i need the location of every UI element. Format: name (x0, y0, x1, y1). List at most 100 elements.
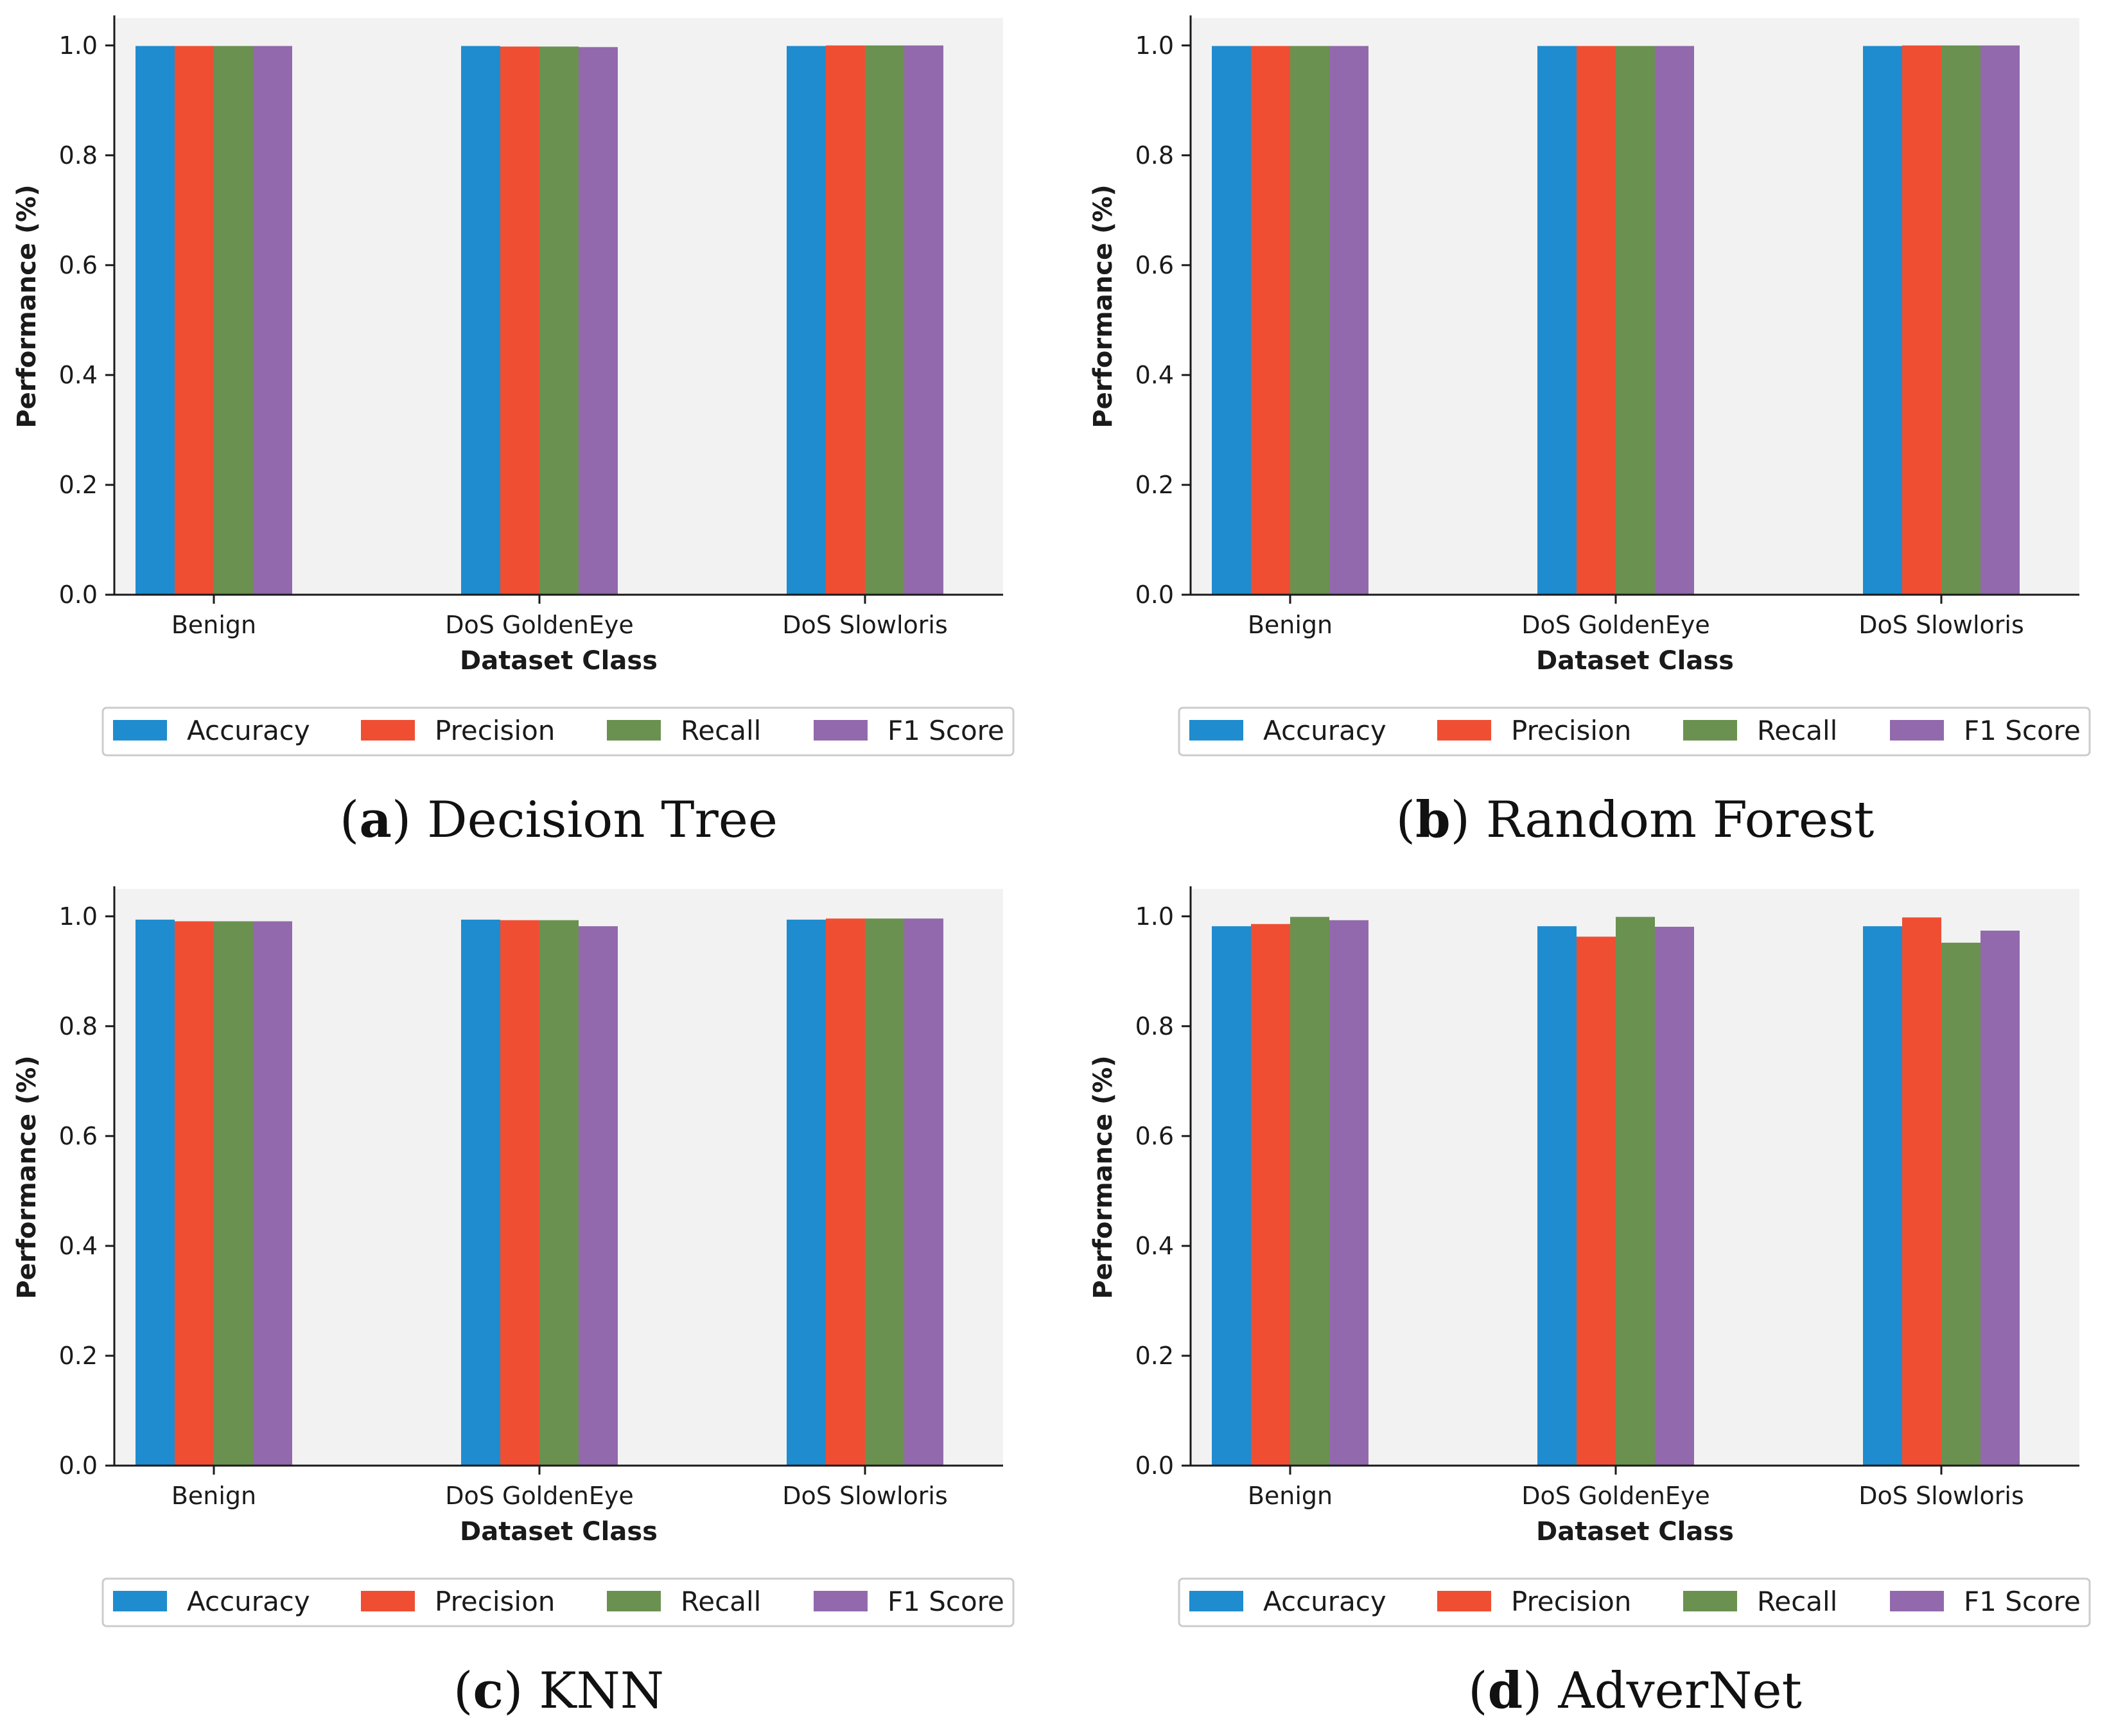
bar-recall-benign (214, 46, 253, 595)
x-tick-label: DoS Slowloris (1858, 611, 2024, 639)
x-tick-label: DoS Slowloris (782, 1482, 948, 1510)
caption-letter: a (359, 791, 392, 849)
bar-recall-dos-slowloris (865, 918, 904, 1466)
y-tick-label: 0.8 (59, 141, 98, 170)
bar-recall-dos-goldeneye (1616, 46, 1655, 595)
bar-precision-dos-goldeneye (500, 920, 539, 1466)
legend-label-f1-score: F1 Score (1964, 715, 2081, 746)
legend-swatch-precision (1437, 720, 1491, 741)
bar-f1-score-dos-slowloris (1980, 930, 2020, 1466)
legend-label-precision: Precision (1511, 1586, 1631, 1617)
x-tick-label: DoS GoldenEye (1521, 1482, 1709, 1510)
legend: Accuracy Precision Recall F1 Score (1178, 1577, 2091, 1627)
y-tick-label: 0.6 (59, 1122, 98, 1150)
chart-panel-b: 0.0 0.2 0.4 0.6 0.8 1.0 Benign DoS GoldenEye DoS… (1088, 15, 2091, 849)
legend-label-f1-score: F1 Score (887, 715, 1004, 746)
bar-precision-benign (1251, 924, 1290, 1466)
legend-swatch-recall (1683, 720, 1737, 741)
chart-panel-c: 0.0 0.2 0.4 0.6 0.8 1.0 Benign DoS GoldenEye DoS… (12, 886, 1015, 1720)
y-tick-label: 1.0 (59, 902, 98, 931)
y-tick-label: 0.6 (59, 251, 98, 279)
legend-label-accuracy: Accuracy (187, 715, 310, 746)
x-tick-label: Benign (1248, 611, 1333, 639)
y-tick-label: 0.0 (59, 1451, 98, 1480)
y-tick-label: 0.8 (1135, 141, 1174, 170)
y-tick-label: 0.2 (59, 1342, 98, 1370)
y-axis-title: Performance (%) (1088, 184, 1118, 428)
legend-label-recall: Recall (681, 715, 761, 746)
bar-recall-dos-slowloris (865, 45, 904, 595)
bar-accuracy-benign (1212, 926, 1251, 1466)
caption-letter: d (1488, 1661, 1523, 1720)
caption-open-paren: ( (340, 791, 359, 849)
bar-f1-score-benign (253, 921, 292, 1466)
bar-precision-benign (1251, 46, 1290, 595)
bar-accuracy-benign (136, 46, 175, 595)
x-axis-title: Dataset Class (460, 646, 658, 676)
panel-caption: (a) Decision Tree (340, 791, 778, 849)
x-tick-label: DoS Slowloris (782, 611, 948, 639)
y-tick-label: 0.4 (59, 361, 98, 389)
legend-swatch-precision (361, 720, 415, 741)
caption-title: ) KNN (503, 1662, 664, 1720)
bar-f1-score-dos-slowloris (904, 45, 943, 595)
bar-f1-score-benign (1329, 920, 1368, 1466)
bar-precision-dos-slowloris (826, 45, 865, 595)
bar-f1-score-benign (253, 46, 292, 595)
bar-f1-score-dos-goldeneye (1655, 927, 1694, 1466)
legend-frame (101, 706, 1015, 757)
x-tick-label: DoS Slowloris (1858, 1482, 2024, 1510)
bar-recall-dos-goldeneye (539, 920, 579, 1466)
legend-label-recall: Recall (681, 1586, 761, 1617)
legend-swatch-f1-score (1890, 720, 1944, 741)
bar-accuracy-benign (136, 919, 175, 1466)
caption-open-paren: ( (1396, 791, 1415, 849)
y-tick-label: 0.4 (1135, 1232, 1174, 1260)
y-tick-label: 0.2 (59, 471, 98, 499)
y-tick-label: 1.0 (59, 31, 98, 60)
legend-swatch-accuracy (1189, 1591, 1243, 1611)
x-tick-label: DoS GoldenEye (445, 1482, 633, 1510)
bar-accuracy-dos-slowloris (1863, 926, 1902, 1466)
x-tick-label: DoS GoldenEye (445, 611, 633, 639)
legend-label-accuracy: Accuracy (1263, 1586, 1386, 1617)
x-tick-label: Benign (1248, 1482, 1333, 1510)
chart-panel-a: 0.0 0.2 0.4 0.6 0.8 1.0 Benign DoS GoldenEye DoS… (12, 15, 1015, 849)
bar-precision-dos-slowloris (1902, 45, 1941, 595)
bar-accuracy-dos-slowloris (1863, 46, 1902, 595)
legend-label-precision: Precision (435, 715, 555, 746)
bar-precision-benign (175, 46, 214, 595)
caption-letter: b (1415, 791, 1451, 849)
legend: Accuracy Precision Recall F1 Score (101, 706, 1015, 757)
y-tick-label: 0.6 (1135, 1122, 1174, 1150)
bar-f1-score-dos-goldeneye (1655, 46, 1694, 595)
bar-accuracy-dos-slowloris (787, 919, 826, 1466)
legend-frame (1178, 1577, 2091, 1627)
y-tick-label: 1.0 (1135, 902, 1174, 931)
y-tick-label: 0.8 (59, 1012, 98, 1040)
x-axis-title: Dataset Class (460, 1517, 658, 1547)
y-tick-label: 0.0 (1135, 1451, 1174, 1480)
bar-recall-benign (1290, 916, 1329, 1466)
bar-recall-dos-goldeneye (1616, 916, 1655, 1466)
legend-frame (101, 1577, 1015, 1627)
y-tick-label: 0.6 (1135, 251, 1174, 279)
legend-swatch-precision (1437, 1591, 1491, 1611)
bar-accuracy-dos-goldeneye (1537, 926, 1577, 1466)
legend-label-precision: Precision (1511, 715, 1631, 746)
bar-f1-score-dos-slowloris (904, 918, 943, 1466)
y-tick-label: 0.0 (1135, 581, 1174, 609)
bar-recall-benign (1290, 46, 1329, 595)
caption-open-paren: ( (453, 1662, 473, 1720)
y-tick-label: 0.2 (1135, 1342, 1174, 1370)
legend-swatch-f1-score (1890, 1591, 1944, 1611)
legend-swatch-recall (607, 720, 661, 741)
legend-label-precision: Precision (435, 1586, 555, 1617)
bar-precision-dos-goldeneye (1577, 46, 1616, 595)
bar-precision-benign (175, 921, 214, 1466)
panel-caption: (b) Random Forest (1396, 791, 1875, 849)
bar-accuracy-dos-slowloris (787, 46, 826, 595)
bar-accuracy-dos-goldeneye (1537, 46, 1577, 595)
y-tick-label: 0.2 (1135, 471, 1174, 499)
legend: Accuracy Precision Recall F1 Score (101, 1577, 1015, 1627)
